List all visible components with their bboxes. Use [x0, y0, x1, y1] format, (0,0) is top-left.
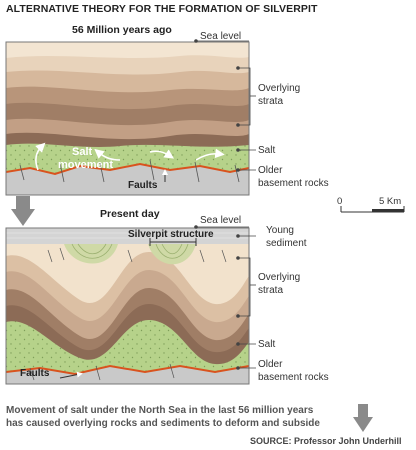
scale-end: 5 Km: [379, 196, 402, 207]
young-sediment-label-1: Young: [266, 225, 294, 236]
past-older-label-1: Older: [258, 165, 283, 176]
present-faults-label: Faults: [20, 368, 50, 379]
past-faults-label: Faults: [128, 180, 158, 191]
main-title: ALTERNATIVE THEORY FOR THE FORMATION OF …: [6, 3, 318, 15]
present-older-label-2: basement rocks: [258, 372, 329, 383]
present-older-label-1: Older: [258, 359, 283, 370]
caption: Movement of salt under the North Sea in …: [6, 404, 320, 430]
past-older-label-2: basement rocks: [258, 178, 329, 189]
past-era-label: 56 Million years ago: [72, 24, 172, 36]
present-era-label: Present day: [100, 208, 160, 220]
past-overlying-label-2: strata: [258, 96, 284, 107]
silverpit-structure-label: Silverpit structure: [128, 229, 214, 240]
source-credit: SOURCE: Professor John Underhill: [250, 436, 402, 446]
caption-line-2: has caused overlying rocks and sediments…: [6, 418, 320, 429]
salt-movement-label-1: Salt: [72, 146, 93, 158]
present-cross-section: [6, 228, 249, 384]
young-sediment-label-2: sediment: [266, 238, 307, 249]
down-arrow-icon: [353, 404, 373, 432]
present-sea-level-label: Sea level: [200, 215, 242, 226]
present-salt-label: Salt: [258, 339, 276, 350]
past-sea-level-label: Sea level: [200, 31, 242, 42]
past-overlying-label-1: Overlying: [258, 83, 301, 94]
past-cross-section: [6, 42, 249, 195]
time-arrow-down: [11, 196, 35, 226]
caption-line-1: Movement of salt under the North Sea in …: [6, 405, 314, 416]
scale-bar: [340, 206, 405, 213]
scale-start: 0: [337, 196, 343, 207]
salt-movement-label-2: movement: [58, 159, 114, 171]
past-salt-label: Salt: [258, 145, 276, 156]
present-overlying-label-2: strata: [258, 285, 284, 296]
present-overlying-label-1: Overlying: [258, 272, 301, 283]
